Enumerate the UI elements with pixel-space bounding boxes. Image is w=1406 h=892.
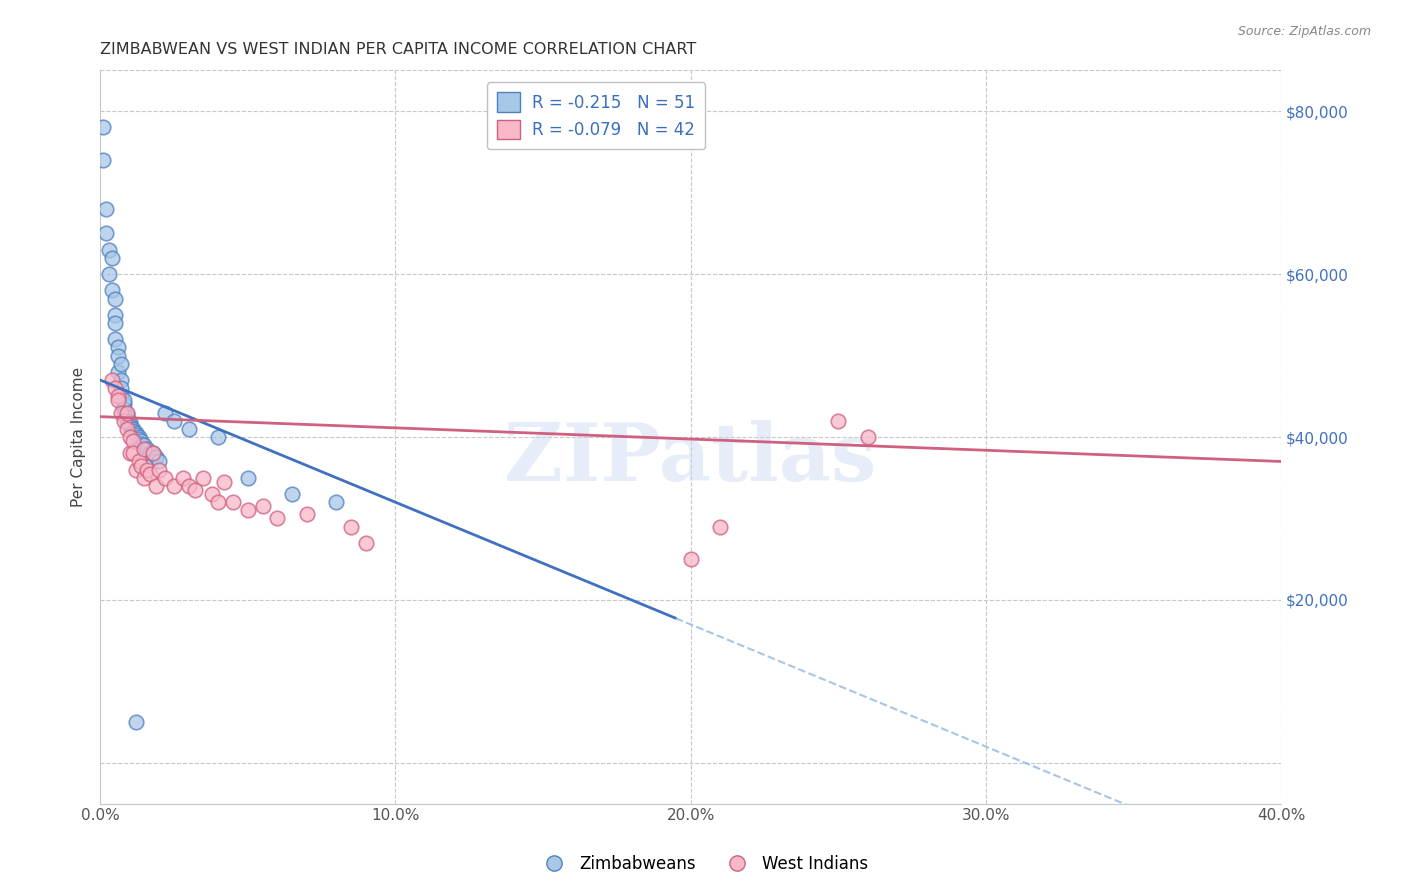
Point [115, 406, 138, 420]
Point [163, 414, 186, 428]
Point [107, 340, 129, 354]
Point [91, 153, 114, 167]
Y-axis label: Per Capita Income: Per Capita Income [72, 367, 86, 507]
Legend: R = -0.215   N = 51, R = -0.079   N = 42: R = -0.215 N = 51, R = -0.079 N = 42 [486, 82, 706, 149]
Point [115, 414, 138, 428]
Point [134, 442, 156, 457]
Point [148, 462, 170, 476]
Point [193, 471, 215, 485]
Point [128, 454, 150, 468]
Point [709, 519, 731, 533]
Point [222, 495, 245, 509]
Point [134, 438, 156, 452]
Text: Source: ZipAtlas.com: Source: ZipAtlas.com [1237, 25, 1371, 38]
Point [153, 406, 176, 420]
Point [104, 332, 127, 346]
Point [134, 471, 156, 485]
Point [679, 552, 702, 566]
Point [124, 462, 146, 476]
Point [153, 471, 176, 485]
Point [172, 471, 194, 485]
Point [295, 508, 318, 522]
Point [91, 120, 114, 135]
Point [118, 446, 141, 460]
Point [142, 446, 165, 460]
Point [136, 442, 159, 457]
Text: ZIMBABWEAN VS WEST INDIAN PER CAPITA INCOME CORRELATION CHART: ZIMBABWEAN VS WEST INDIAN PER CAPITA INC… [100, 42, 696, 57]
Point [207, 495, 229, 509]
Point [94, 227, 117, 241]
Point [252, 500, 274, 514]
Point [139, 467, 162, 481]
Point [207, 430, 229, 444]
Point [112, 401, 135, 416]
Point [118, 420, 141, 434]
Point [136, 462, 159, 476]
Point [325, 495, 347, 509]
Point [94, 202, 117, 216]
Point [115, 422, 138, 436]
Point [212, 475, 235, 489]
Point [177, 479, 200, 493]
Legend: Zimbabweans, West Indians: Zimbabweans, West Indians [531, 848, 875, 880]
Point [112, 397, 135, 411]
Point [107, 349, 129, 363]
Point [118, 430, 141, 444]
Point [201, 487, 224, 501]
Point [145, 479, 167, 493]
Point [107, 393, 129, 408]
Point [128, 432, 150, 446]
Point [98, 243, 121, 257]
Point [121, 446, 143, 460]
Point [856, 430, 879, 444]
Point [104, 316, 127, 330]
Point [128, 430, 150, 444]
Point [163, 479, 186, 493]
Point [236, 471, 259, 485]
Point [104, 292, 127, 306]
Point [236, 503, 259, 517]
Point [107, 389, 129, 403]
Point [121, 424, 143, 438]
Point [112, 393, 135, 408]
Point [110, 389, 132, 403]
Point [118, 417, 141, 432]
Point [827, 414, 849, 428]
Point [110, 381, 132, 395]
Point [101, 251, 124, 265]
Point [101, 373, 124, 387]
Text: ZIPatlas: ZIPatlas [505, 420, 877, 498]
Point [110, 373, 132, 387]
Point [131, 458, 153, 473]
Point [183, 483, 205, 497]
Point [177, 422, 200, 436]
Point [266, 511, 288, 525]
Point [148, 454, 170, 468]
Point [124, 715, 146, 730]
Point [112, 414, 135, 428]
Point [281, 487, 304, 501]
Point [118, 415, 141, 429]
Point [104, 308, 127, 322]
Point [101, 284, 124, 298]
Point [115, 407, 138, 421]
Point [107, 365, 129, 379]
Point [124, 428, 146, 442]
Point [104, 381, 127, 395]
Point [354, 536, 377, 550]
Point [131, 436, 153, 450]
Point [121, 422, 143, 436]
Point [115, 409, 138, 424]
Point [112, 406, 135, 420]
Point [121, 434, 143, 449]
Point [110, 406, 132, 420]
Point [142, 446, 165, 460]
Point [139, 446, 162, 460]
Point [340, 519, 363, 533]
Point [131, 434, 153, 449]
Point [124, 425, 146, 440]
Point [110, 357, 132, 371]
Point [98, 267, 121, 281]
Point [145, 450, 167, 465]
